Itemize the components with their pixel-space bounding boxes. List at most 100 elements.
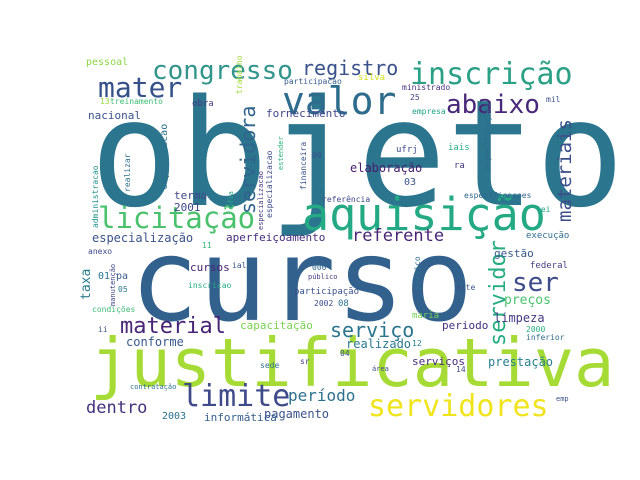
cloud-word: 13 (100, 97, 110, 106)
cloud-word: sede (260, 361, 280, 370)
cloud-word: pagamento (264, 407, 330, 421)
cloud-word: condições (92, 305, 136, 314)
cloud-word: 000 (312, 263, 327, 272)
cloud-word: pessoal (86, 57, 129, 68)
cloud-word: limpeza (494, 311, 545, 325)
cloud-word: serviços (412, 355, 465, 368)
cloud-word: anexo (88, 247, 113, 256)
cloud-word: gestão (494, 247, 534, 260)
cloud-word: público (308, 273, 338, 281)
cloud-word: nacional (88, 109, 141, 122)
cloud-word: lei (536, 205, 551, 214)
cloud-word: silva (358, 73, 386, 83)
cloud-word: aperfeiçoamento (226, 231, 326, 244)
cloud-word: referente (352, 226, 445, 246)
cloud-word: especializacao (257, 170, 265, 230)
cloud-word: 08 (338, 299, 349, 309)
cloud-word: 25 (410, 93, 420, 102)
cloud-word: informática (204, 411, 277, 424)
cloud-word: referência (322, 195, 371, 204)
cloud-word: especificações (483, 102, 492, 170)
cloud-word: 04 (340, 349, 350, 358)
cloud-word: justificativa (90, 324, 615, 402)
cloud-word: área (372, 365, 389, 373)
cloud-word: contratação (130, 383, 177, 391)
cloud-word: período (288, 386, 356, 405)
cloud-word: 2001 (174, 201, 201, 214)
cloud-word: iais (448, 143, 470, 153)
cloud-word: pa (116, 271, 129, 282)
cloud-word: ii (98, 325, 108, 334)
cloud-word: capacitacao (159, 123, 170, 190)
cloud-word: participacao (284, 77, 342, 86)
cloud-word: mite (456, 283, 476, 292)
cloud-word: ial (232, 261, 247, 270)
cloud-word: termo (174, 189, 208, 202)
cloud-word: inscricao (188, 281, 232, 290)
cloud-word: servidora (236, 105, 260, 214)
cloud-word: inscrição (410, 57, 573, 92)
cloud-word: 05 (118, 285, 128, 294)
cloud-word: curso (130, 214, 474, 347)
cloud-word: especificacoes (464, 191, 532, 200)
cloud-word: serviço (330, 318, 415, 342)
cloud-word: servidores (368, 389, 549, 424)
cloud-word: licitação (98, 201, 256, 235)
cloud-word: registro (302, 56, 399, 80)
cloud-word: realizado (346, 337, 412, 351)
cloud-word: especializacao (265, 150, 274, 218)
cloud-word: limite (182, 379, 291, 414)
cloud-word: prestação (488, 355, 554, 369)
cloud-word: manutenção (109, 263, 117, 306)
cloud-word: financeira (299, 141, 308, 190)
cloud-word: federal (530, 261, 568, 271)
cloud-word: aquisição (302, 188, 546, 241)
cloud-word: mater (98, 71, 183, 104)
cloud-word: participação (294, 287, 360, 297)
cloud-word: treinamento (110, 97, 163, 106)
cloud-word: estender (277, 136, 285, 170)
cloud-word: 11 (202, 241, 212, 250)
cloud-word: conforme (126, 335, 184, 349)
cloud-word: ra (454, 161, 465, 171)
cloud-word: preços (504, 293, 551, 308)
cloud-word: servico (413, 256, 422, 290)
cloud-word: periodo (442, 319, 489, 332)
cloud-word: 2000 (526, 325, 546, 334)
cloud-word: ministrado (402, 83, 451, 92)
cloud-word: execução (526, 231, 570, 241)
cloud-word: 01 (98, 271, 111, 282)
cloud-word: obra (192, 99, 214, 109)
cloud-word: dentro (86, 398, 148, 418)
cloud-word: 00 (312, 151, 322, 160)
cloud-word: taxa (79, 268, 94, 300)
cloud-word: 2002 (314, 299, 334, 308)
cloud-word: cursos (190, 261, 230, 274)
cloud-word: abaixo (446, 90, 540, 120)
cloud-word: elaboração (350, 161, 423, 175)
cloud-word: sr (300, 357, 310, 366)
cloud-word: fornecimento (266, 107, 346, 120)
cloud-word: ser (512, 268, 559, 298)
cloud-word: administracao (91, 165, 100, 228)
cloud-word: mil (546, 95, 561, 104)
cloud-word: congresso (152, 56, 293, 86)
cloud-word: especialização (92, 231, 194, 245)
cloud-word: objeto (90, 68, 625, 240)
cloud-word: 2003 (162, 411, 187, 422)
cloud-word: trabalho (235, 55, 244, 94)
cloud-word: ofia (227, 191, 235, 208)
cloud-word: 14 (456, 365, 466, 374)
cloud-word: valor (282, 79, 397, 123)
cloud-word: emp (556, 395, 569, 403)
cloud-word: material (120, 314, 226, 339)
cloud-word: inferior (526, 333, 565, 342)
cloud-word: 03 (404, 177, 417, 188)
cloud-word: 12 (412, 339, 422, 348)
cloud-word: maria (412, 311, 440, 321)
cloud-word: 17 (316, 183, 325, 191)
cloud-word: ufrj (396, 145, 418, 155)
cloud-word: materiais (554, 119, 576, 222)
cloud-word: realizar (123, 153, 132, 192)
